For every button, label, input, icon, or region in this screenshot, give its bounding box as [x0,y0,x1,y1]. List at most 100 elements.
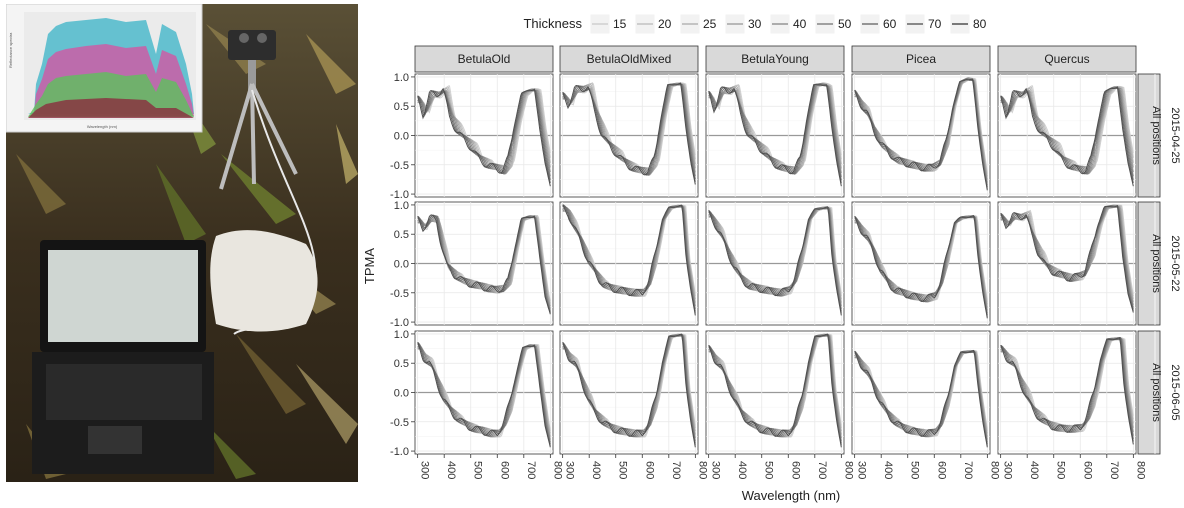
series-line-thickness-60 [417,215,551,313]
facet-label-Quercus: Quercus [1044,52,1089,66]
facet-label-BetulaOldMixed: BetulaOldMixed [587,52,672,66]
y-tick-label: -0.5 [390,288,409,300]
panel-BetulaOldMixed-2015-06-05 [559,330,699,455]
panel-BetulaOld-2015-05-22 [414,201,554,326]
facet-label-Picea: Picea [906,52,936,66]
series-line-thickness-80 [854,215,988,319]
series-line-thickness-70 [562,333,696,446]
y-tick-label: 1.0 [394,329,409,341]
x-tick-label: 600 [643,461,655,479]
y-tick-label: -0.5 [390,160,409,172]
series-line-thickness-70 [854,350,988,446]
x-tick-label: 300 [419,461,431,479]
series-line-thickness-60 [562,83,696,180]
x-tick-label: 500 [763,461,775,479]
series-line-thickness-60 [562,334,696,444]
row-strip-2015-04-25 [1137,73,1161,198]
y-tick-label: 0.0 [394,131,409,143]
legend-label-30: 30 [748,17,762,31]
y-axis-label: TPMA [362,248,377,284]
series-line-thickness-60 [562,205,696,312]
legend-title: Thickness [523,16,582,31]
facet-label-BetulaOld: BetulaOld [458,52,511,66]
panel-Picea-2015-04-25 [851,73,991,198]
series-line-thickness-60 [1000,337,1134,439]
series-line-thickness-60 [854,78,988,188]
x-tick-label: 800 [551,461,563,479]
series-line-thickness-80 [562,333,696,448]
x-tick-label: 700 [962,461,974,479]
series-line-thickness-80 [1000,86,1134,187]
series-line-thickness-80 [708,333,842,448]
x-tick-label: 500 [472,461,484,479]
series-line-thickness-80 [417,342,551,448]
series-line-thickness-60 [854,350,988,445]
series-line-thickness-60 [708,334,842,444]
legend-label-80: 80 [973,17,987,31]
x-tick-label: 300 [1002,461,1014,479]
panel-BetulaOld-2015-06-05 [414,330,554,455]
series-line-thickness-70 [708,333,842,446]
facet-strip-BetulaOld [414,45,554,73]
facet-strip-BetulaOldMixed [559,45,699,73]
axes: 1.00.50.0-0.5-1.01.00.50.0-0.5-1.01.00.5… [390,72,1146,479]
x-tick-label: 300 [856,461,868,479]
series-line-thickness-60 [708,83,842,181]
series-line-thickness-60 [708,206,842,312]
x-tick-label: 700 [525,461,537,479]
panel-Quercus-2015-05-22 [997,201,1137,326]
y-tick-label: 0.0 [394,259,409,271]
series-line-thickness-70 [854,215,988,317]
x-tick-label: 300 [710,461,722,479]
inset-xlabel: Wavelength (nm) [87,124,118,129]
x-tick-label: 400 [1028,461,1040,479]
row-label-date: 2015-06-05 [1169,364,1181,420]
x-tick-label: 800 [988,461,1000,479]
series-line-thickness-80 [1000,204,1134,313]
inset-ylabel: Reflectance spectra [8,32,13,68]
x-tick-label: 400 [736,461,748,479]
x-tick-label: 700 [1108,461,1120,479]
x-tick-label: 500 [617,461,629,479]
panel-Picea-2015-05-22 [851,201,991,326]
x-axis-label: Wavelength (nm) [742,488,841,503]
series-line-thickness-60 [1000,205,1134,310]
facet-strip-Picea [851,45,991,73]
row-label-date: 2015-04-25 [1169,107,1181,163]
facet-strip-BetulaYoung [705,45,845,73]
row-label-position: All positions [1150,234,1162,293]
facet-strips: BetulaOld BetulaOldMixed BetulaYoung Picea Q… [414,45,1181,455]
y-tick-label: -1.0 [390,189,409,201]
x-tick-label: 500 [1055,461,1067,479]
y-tick-label: 0.5 [394,358,409,370]
field-setup-photo: Reflectance spectra Wavelength (nm) [6,4,358,482]
series-line-thickness-70 [562,204,696,314]
x-tick-label: 300 [564,461,576,479]
tpma-facet-chart: Thickness 15 20 25 30 40 50 60 70 80 BetulaOld Be… [362,13,1181,503]
facet-label-BetulaYoung: BetulaYoung [741,52,809,66]
y-tick-label: 0.0 [394,388,409,400]
x-tick-label: 800 [842,461,854,479]
legend-label-25: 25 [703,17,717,31]
x-tick-label: 400 [882,461,894,479]
panel-Picea-2015-06-05 [851,330,991,455]
series-line-thickness-80 [417,87,551,187]
legend-label-40: 40 [793,17,807,31]
legend-label-50: 50 [838,17,852,31]
series-line-thickness-70 [708,206,842,314]
facet-panels [414,73,1137,455]
panel-Quercus-2015-06-05 [997,330,1137,455]
x-tick-label: 500 [909,461,921,479]
row-label-date: 2015-05-22 [1169,235,1181,291]
y-tick-label: 0.5 [394,229,409,241]
series-line-thickness-80 [708,84,842,187]
row-label-position: All positions [1150,106,1162,165]
x-tick-label: 600 [1081,461,1093,479]
legend-label-70: 70 [928,17,942,31]
legend-label-15: 15 [613,17,627,31]
x-tick-label: 800 [1134,461,1146,479]
thickness-legend: Thickness 15 20 25 30 40 50 60 70 80 [523,13,987,35]
series-line-thickness-80 [562,204,696,316]
panel-BetulaOldMixed-2015-05-22 [559,201,699,326]
x-tick-label: 700 [816,461,828,479]
